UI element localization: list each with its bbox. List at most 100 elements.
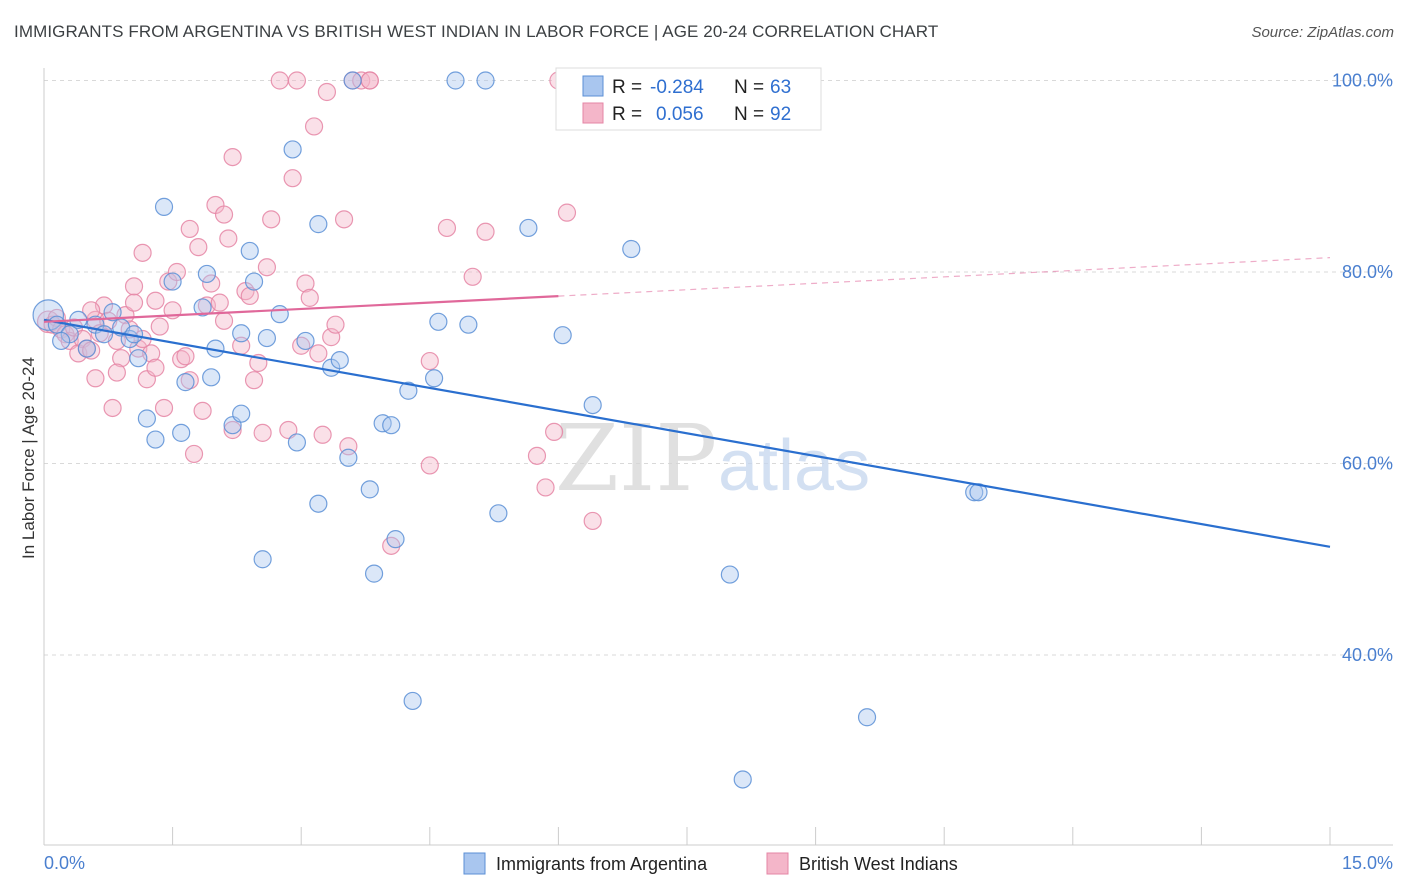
bwi-point [257, 258, 277, 277]
legend: R = -0.284 N = 63 R = 0.056 N = 92 [555, 67, 822, 131]
argentina-point [733, 770, 752, 789]
argentina-point [339, 448, 358, 467]
bwi-point [463, 267, 482, 286]
argentina-point [232, 404, 251, 423]
argentina-point [244, 272, 264, 291]
argentina-point [283, 140, 302, 159]
argentina-point [720, 565, 739, 584]
y-tick-label: 40.0% [1342, 645, 1393, 665]
bwi-point [193, 401, 212, 420]
argentina-point [553, 326, 572, 345]
bwi-point [557, 203, 577, 222]
bwi-point [253, 423, 272, 442]
watermark-atlas: atlas [718, 426, 870, 506]
bwi-point [309, 344, 328, 363]
argentina-point [287, 433, 307, 452]
argentina-point [622, 239, 641, 259]
bottom-legend-swatch-bwi [766, 852, 789, 875]
bwi-point [476, 222, 495, 241]
argentina-point [399, 381, 418, 400]
bwi-point [244, 371, 264, 390]
argentina-point [253, 550, 272, 569]
argentina-point [476, 71, 495, 90]
bwi-point [154, 398, 174, 418]
bwi-point [150, 317, 169, 336]
bwi-point [146, 291, 165, 310]
bwi-point [536, 478, 555, 497]
bottom-legend-label-bwi: British West Indians [799, 854, 958, 874]
bwi-point [287, 71, 307, 90]
trend-line-bwi [43, 295, 559, 323]
y-tick-label: 100.0% [1332, 71, 1393, 91]
argentina-point [360, 480, 379, 499]
argentina-point [489, 504, 508, 523]
argentina-point [52, 331, 71, 351]
bwi-point [360, 71, 379, 90]
bwi-point [583, 511, 602, 531]
legend-n-value-bwi: 92 [770, 104, 791, 125]
argentina-point [309, 494, 328, 513]
bwi-point [214, 311, 234, 330]
grid-lines [44, 80, 1393, 656]
argentina-point [103, 303, 122, 322]
trend-line-argentina [43, 318, 1331, 548]
bwi-point [167, 262, 186, 282]
x-tick-label-min: 0.0% [44, 853, 85, 873]
argentina-point [137, 409, 156, 428]
bwi-point [317, 82, 337, 102]
bwi-point [124, 293, 144, 312]
bwi-point [189, 238, 208, 257]
bwi-point [210, 293, 229, 312]
bwi-point [219, 229, 238, 248]
trend-line-extension-bwi [558, 257, 1331, 297]
bwi-point [180, 219, 199, 239]
argentina-point [382, 416, 401, 435]
bwi-point [107, 363, 126, 382]
watermark: ZIP atlas [555, 405, 870, 512]
bwi-point [527, 446, 547, 465]
argentina-point [146, 430, 165, 449]
bwi-point [334, 210, 354, 229]
argentina-point [364, 564, 384, 583]
argentina-point [94, 325, 114, 344]
argentina-point [424, 369, 444, 388]
argentina-point [163, 272, 182, 291]
argentina-point [459, 315, 478, 334]
argentina-point [270, 305, 289, 324]
x-tick-label-max: 15.0% [1342, 853, 1393, 873]
trend-lines [43, 257, 1331, 548]
argentina-point [172, 423, 191, 442]
argentina-point [154, 197, 174, 216]
argentina-point [232, 324, 251, 343]
bwi-point [124, 277, 144, 296]
bwi-point [133, 243, 152, 262]
bwi-point [420, 456, 439, 475]
argentina-point [296, 331, 315, 351]
argentina-point [446, 71, 465, 90]
bwi-point [262, 210, 281, 229]
bwi-point [103, 398, 122, 418]
bwi-point [176, 347, 195, 366]
bwi-point [223, 148, 242, 167]
axes [43, 68, 1393, 846]
argentina-point [240, 241, 259, 261]
argentina-point [857, 708, 877, 727]
argentina-point [429, 312, 448, 331]
bwi-point [304, 117, 324, 136]
argentina-point [77, 339, 96, 358]
bwi-point [214, 205, 234, 224]
argentina-point [403, 691, 422, 711]
argentina-point [202, 368, 221, 387]
bwi-point [545, 422, 564, 442]
bwi-point [300, 288, 319, 307]
watermark-zip: ZIP [555, 405, 717, 512]
bwi-point [437, 218, 457, 238]
argentina-point [583, 395, 602, 415]
bwi-point [270, 71, 289, 90]
legend-r-value-argentina: -0.284 [650, 77, 704, 98]
bwi-point [202, 274, 221, 293]
bwi-point [184, 444, 204, 464]
bwi-point [283, 169, 302, 188]
bwi-point [326, 315, 345, 334]
